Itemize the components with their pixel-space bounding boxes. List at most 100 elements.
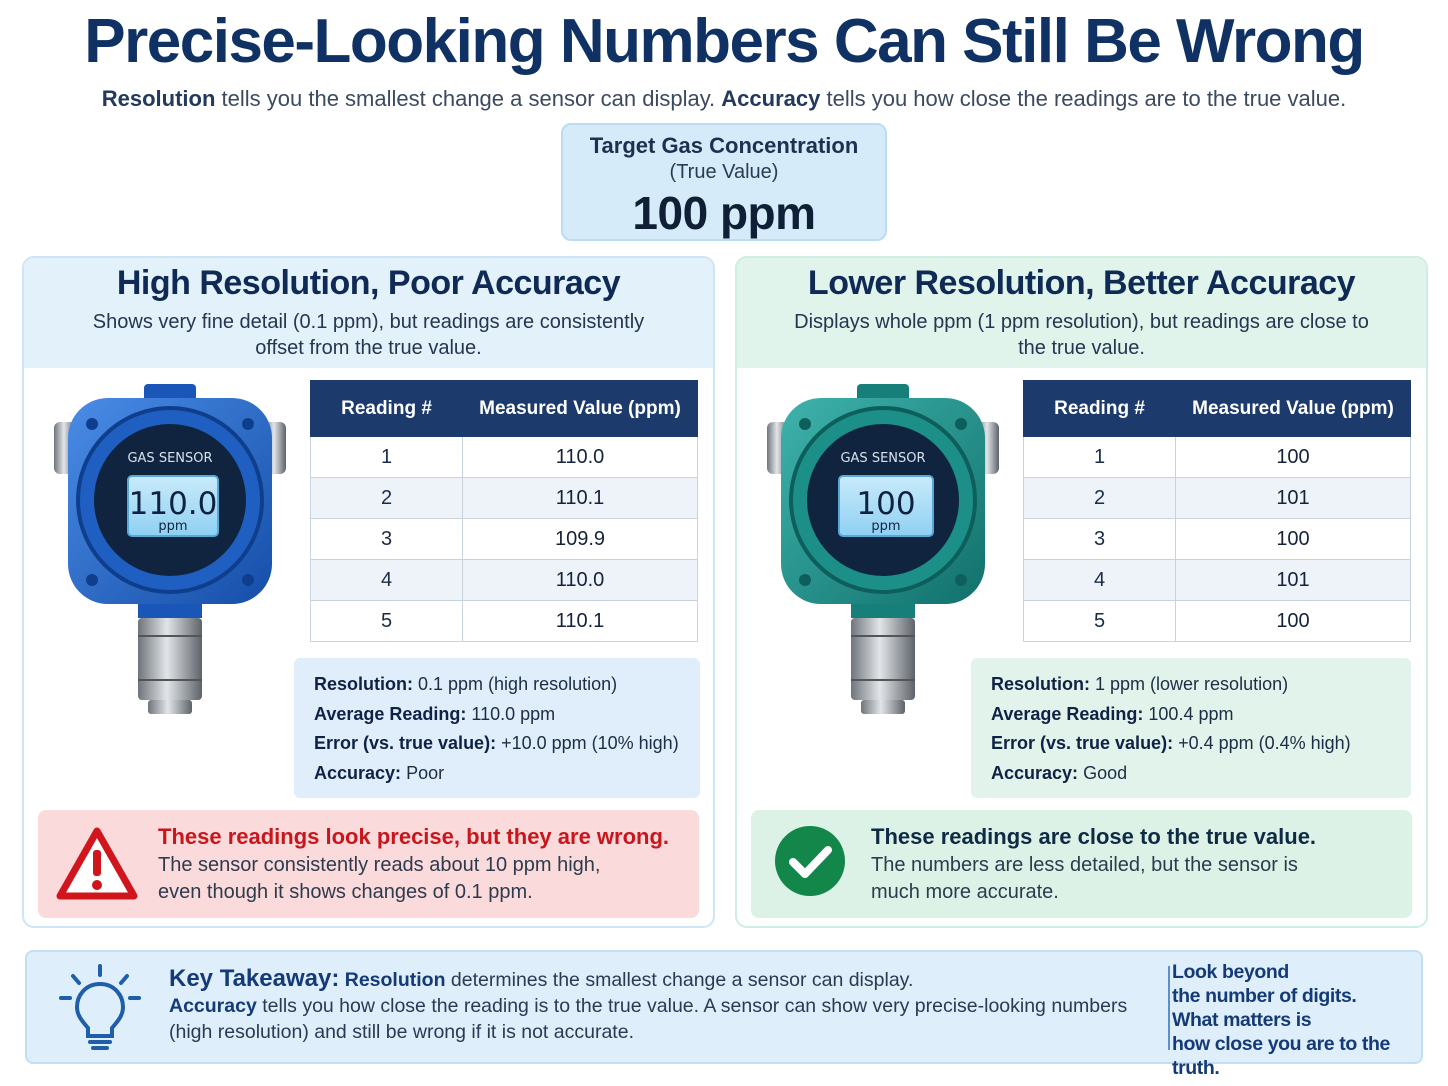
takeaway-side-divider xyxy=(1168,966,1170,1050)
gas-sensor-teal-icon: GAS SENSOR 100 ppm xyxy=(767,384,999,714)
reading-number: 2 xyxy=(1023,477,1176,519)
takeaway-resolution-term: Resolution xyxy=(344,969,446,991)
takeaway-line1: determines the smallest change a sensor … xyxy=(445,969,914,991)
takeaway-text: Key Takeaway: Resolution determines the … xyxy=(169,966,1129,1045)
sensor-label: GAS SENSOR xyxy=(127,451,212,466)
reading-value: 110.0 xyxy=(462,436,698,478)
subtitle-accuracy-term: Accuracy xyxy=(721,86,821,111)
reading-value: 109.9 xyxy=(462,518,698,560)
target-line2: (True Value) xyxy=(669,161,779,183)
stat-accuracy: Accuracy: Poor xyxy=(314,759,680,789)
table-row: 5 110.1 xyxy=(310,600,698,642)
stat-accuracy: Accuracy: Good xyxy=(991,759,1391,789)
table-row: 4 110.0 xyxy=(310,559,698,601)
stat-average: Average Reading: 110.0 ppm xyxy=(314,700,680,730)
reading-value: 100 xyxy=(1175,600,1411,642)
table-header-value: Measured Value (ppm) xyxy=(462,380,698,437)
reading-value: 101 xyxy=(1175,559,1411,601)
panel-description: Shows very fine detail (0.1 ppm), but re… xyxy=(92,311,645,359)
stat-average: Average Reading: 100.4 ppm xyxy=(991,700,1391,730)
panel-title: High Resolution, Poor Accuracy xyxy=(116,264,621,302)
panel-description: Displays whole ppm (1 ppm resolution), b… xyxy=(794,311,1369,359)
verdict-box: These readings look precise, but they ar… xyxy=(38,810,699,918)
stat-resolution: Resolution: 0.1 ppm (high resolution) xyxy=(314,670,680,700)
takeaway-accuracy-term: Accuracy xyxy=(169,995,257,1017)
table-header-reading: Reading # xyxy=(1023,380,1176,437)
stat-label: Accuracy: xyxy=(991,762,1079,783)
reading-value: 101 xyxy=(1175,477,1411,519)
table-row: 3 109.9 xyxy=(310,518,698,560)
table-row: 2 101 xyxy=(1023,477,1411,519)
verdict-headline: These readings look precise, but they ar… xyxy=(158,824,670,849)
reading-number: 3 xyxy=(310,518,463,560)
sensor-label: GAS SENSOR xyxy=(840,451,925,466)
table-row: 1 100 xyxy=(1023,436,1411,478)
reading-number: 2 xyxy=(310,477,463,519)
stat-value: +10.0 ppm (10% high) xyxy=(501,733,679,753)
takeaway-label: Key Takeaway: xyxy=(169,965,340,992)
subtitle-resolution-term: Resolution xyxy=(101,86,216,111)
stat-value: Poor xyxy=(406,762,445,783)
verdict-body: The sensor consistently reads about 10 p… xyxy=(158,854,601,903)
table-header-reading: Reading # xyxy=(310,380,463,437)
gas-sensor-blue-icon: GAS SENSOR 110.0 ppm xyxy=(54,384,286,714)
reading-number: 5 xyxy=(1023,600,1176,642)
subtitle-accuracy-text: tells you how close the readings are to … xyxy=(820,86,1347,111)
lightbulb-icon xyxy=(59,964,141,1050)
stat-label: Average Reading: xyxy=(991,703,1144,724)
panel-header: High Resolution, Poor Accuracy Shows ver… xyxy=(24,258,713,368)
target-line1: Target Gas Concentration xyxy=(589,133,859,158)
stat-label: Accuracy: xyxy=(314,762,402,783)
stat-error: Error (vs. true value): +10.0 ppm (10% h… xyxy=(314,729,680,759)
sensor-display-value: 100 xyxy=(856,486,915,522)
reading-value: 110.0 xyxy=(462,559,698,601)
stat-value: 0.1 ppm (high resolution) xyxy=(418,674,618,694)
panel-title: Lower Resolution, Better Accuracy xyxy=(807,264,1356,302)
key-takeaway-box: Key Takeaway: Resolution determines the … xyxy=(25,950,1423,1079)
table-header-value: Measured Value (ppm) xyxy=(1175,380,1411,437)
stat-value: 100.4 ppm xyxy=(1148,703,1234,724)
sensor-display-unit: ppm xyxy=(158,519,187,534)
stat-value: 1 ppm (lower resolution) xyxy=(1095,674,1289,694)
target-value-box: Target Gas Concentration (True Value) 10… xyxy=(561,123,887,241)
table-row: 3 100 xyxy=(1023,518,1411,560)
reading-number: 1 xyxy=(1023,436,1176,478)
side-note-line: Look beyond xyxy=(1172,961,1289,983)
table-row: 1 110.0 xyxy=(310,436,698,478)
stats-box: Resolution: 0.1 ppm (high resolution) Av… xyxy=(294,658,700,798)
stat-label: Error (vs. true value): xyxy=(991,733,1174,753)
stat-value: 110.0 ppm xyxy=(471,703,556,724)
panel-lower-resolution: Lower Resolution, Better Accuracy Displa… xyxy=(735,256,1428,928)
stat-label: Average Reading: xyxy=(314,703,467,724)
reading-number: 5 xyxy=(310,600,463,642)
reading-value: 110.1 xyxy=(462,477,698,519)
stat-label: Resolution: xyxy=(991,674,1090,694)
stat-value: Good xyxy=(1083,762,1128,783)
warning-triangle-icon xyxy=(56,827,138,900)
reading-number: 1 xyxy=(310,436,463,478)
side-note-line: the number of digits. xyxy=(1172,985,1357,1007)
page-title: Precise-Looking Numbers Can Still Be Wro… xyxy=(84,7,1365,76)
check-circle-icon xyxy=(775,826,845,896)
stats-box: Resolution: 1 ppm (lower resolution) Ave… xyxy=(971,658,1411,798)
reading-number: 4 xyxy=(1023,559,1176,601)
table-row: 2 110.1 xyxy=(310,477,698,519)
stat-label: Error (vs. true value): xyxy=(314,733,497,753)
reading-value: 110.1 xyxy=(462,600,698,642)
verdict-body: The numbers are less detailed, but the s… xyxy=(871,854,1298,903)
sensor-display-unit: ppm xyxy=(871,519,900,534)
stat-value: +0.4 ppm (0.4% high) xyxy=(1178,733,1351,753)
subtitle-resolution-text: tells you the smallest change a sensor c… xyxy=(215,86,722,111)
stat-label: Resolution: xyxy=(314,674,413,694)
reading-value: 100 xyxy=(1175,436,1411,478)
takeaway-line2: tells you how close the reading is to th… xyxy=(169,995,1128,1043)
side-note-line: how close you are to the truth. xyxy=(1172,1033,1390,1079)
stat-error: Error (vs. true value): +0.4 ppm (0.4% h… xyxy=(991,729,1391,759)
verdict-headline: These readings are close to the true val… xyxy=(871,824,1317,849)
readings-table: Reading # Measured Value (ppm) 1 100 2 101… xyxy=(1023,380,1411,642)
reading-number: 4 xyxy=(310,559,463,601)
page-subtitle: Resolution tells you the smallest change… xyxy=(0,86,1448,112)
takeaway-side-note: Look beyond the number of digits. What m… xyxy=(1172,960,1422,1080)
stat-resolution: Resolution: 1 ppm (lower resolution) xyxy=(991,670,1391,700)
